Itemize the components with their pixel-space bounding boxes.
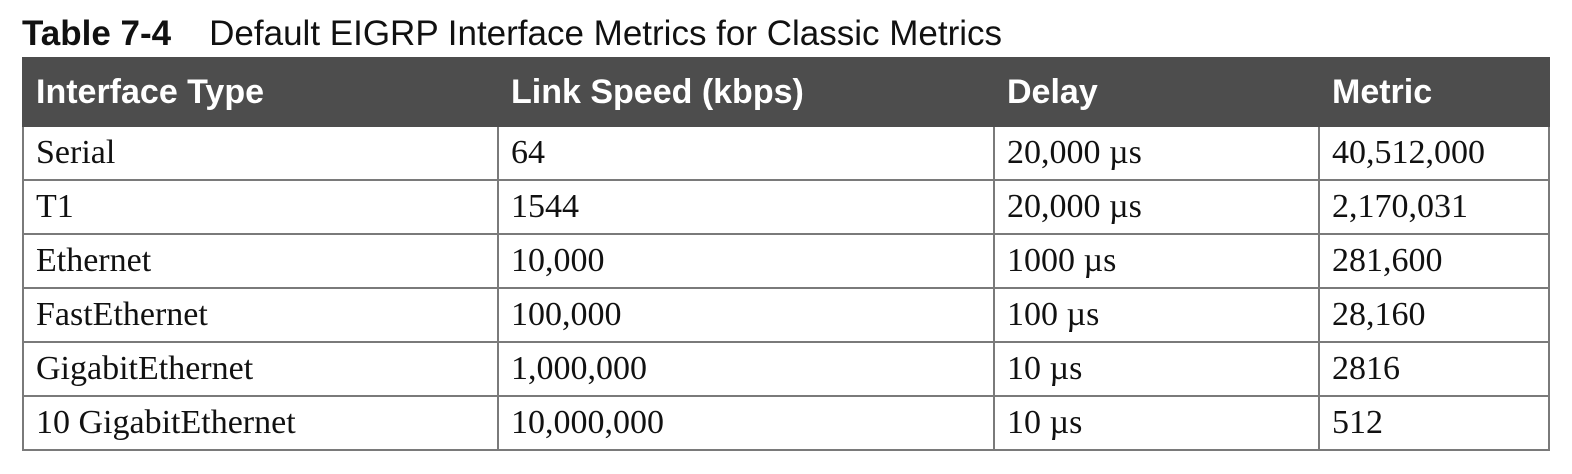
cell-delay: 20,000 µs [993, 125, 1320, 181]
cell-interface-type: 10 GigabitEthernet [22, 395, 499, 451]
cell-metric: 40,512,000 [1318, 125, 1550, 181]
cell-interface-type: T1 [22, 179, 499, 235]
cell-metric: 512 [1318, 395, 1550, 451]
column-header-link-speed: Link Speed (kbps) [497, 57, 995, 127]
cell-metric: 2,170,031 [1318, 179, 1550, 235]
cell-delay: 1000 µs [993, 233, 1320, 289]
cell-interface-type: FastEthernet [22, 287, 499, 343]
eigrp-metrics-table: Interface Type Link Speed (kbps) Delay M… [22, 57, 1550, 451]
table-row: 10 GigabitEthernet 10,000,000 10 µs 512 [22, 395, 1550, 451]
cell-interface-type: GigabitEthernet [22, 341, 499, 397]
cell-delay: 10 µs [993, 395, 1320, 451]
cell-delay: 10 µs [993, 341, 1320, 397]
cell-link-speed: 100,000 [497, 287, 995, 343]
cell-link-speed: 10,000,000 [497, 395, 995, 451]
column-header-delay: Delay [993, 57, 1320, 127]
header-row: Interface Type Link Speed (kbps) Delay M… [22, 57, 1550, 127]
table-number: Table 7-4 [22, 14, 172, 53]
cell-metric: 28,160 [1318, 287, 1550, 343]
cell-interface-type: Ethernet [22, 233, 499, 289]
cell-link-speed: 10,000 [497, 233, 995, 289]
table-row: Ethernet 10,000 1000 µs 281,600 [22, 233, 1550, 289]
table-caption: Table 7-4 Default EIGRP Interface Metrics… [22, 12, 1002, 56]
column-header-metric: Metric [1318, 57, 1550, 127]
cell-metric: 2816 [1318, 341, 1550, 397]
cell-link-speed: 64 [497, 125, 995, 181]
cell-metric: 281,600 [1318, 233, 1550, 289]
table-row: FastEthernet 100,000 100 µs 28,160 [22, 287, 1550, 343]
table-row: T1 1544 20,000 µs 2,170,031 [22, 179, 1550, 235]
table-title: Default EIGRP Interface Metrics for Clas… [209, 14, 1003, 53]
table-row: GigabitEthernet 1,000,000 10 µs 2816 [22, 341, 1550, 397]
table-row: Serial 64 20,000 µs 40,512,000 [22, 125, 1550, 181]
cell-link-speed: 1544 [497, 179, 995, 235]
cell-delay: 20,000 µs [993, 179, 1320, 235]
cell-delay: 100 µs [993, 287, 1320, 343]
column-header-interface-type: Interface Type [22, 57, 499, 127]
cell-interface-type: Serial [22, 125, 499, 181]
cell-link-speed: 1,000,000 [497, 341, 995, 397]
